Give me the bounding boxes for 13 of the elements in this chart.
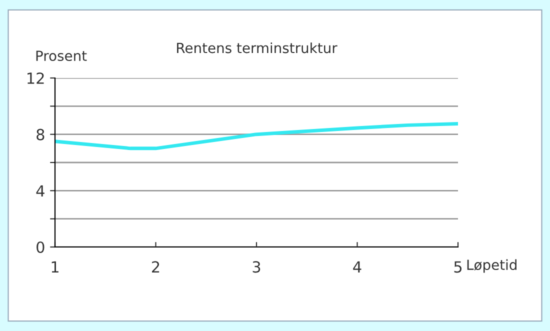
x-tick-label: 3	[252, 261, 260, 273]
y-axis-title: Prosent	[36, 50, 87, 62]
y-tick-label: 4	[36, 185, 44, 196]
chart-title: Rentens terminstruktur	[177, 42, 338, 54]
line-series	[55, 122, 458, 150]
x-tick-label: 4	[353, 261, 362, 272]
y-tick-label: 8	[36, 128, 44, 140]
y-tick-label: 12	[28, 72, 44, 84]
x-axis-title: Løpetid	[467, 259, 516, 273]
x-tick-label: 2	[152, 261, 160, 272]
x-tick-label: 1	[52, 261, 58, 272]
y-tick-label: 0	[36, 241, 44, 254]
x-tick-label: 5	[454, 261, 462, 273]
